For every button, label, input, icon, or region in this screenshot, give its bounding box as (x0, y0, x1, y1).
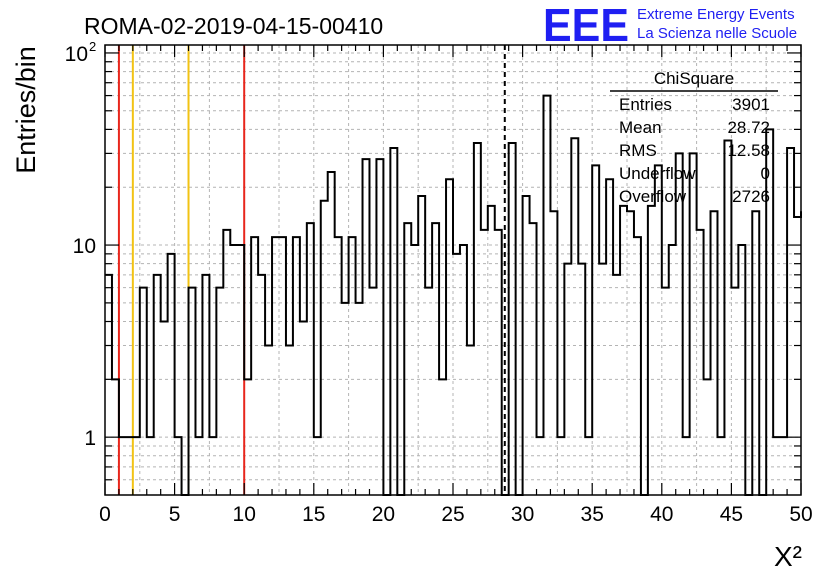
stats-label-entries: Entries (619, 95, 672, 114)
x-tick-label: 20 (372, 503, 395, 526)
stats-label-mean: Mean (619, 118, 662, 137)
x-tick-label: 5 (169, 503, 181, 526)
histogram-outline (105, 94, 802, 496)
x-tick-label: 25 (441, 503, 464, 526)
y-tick-label: 10 (65, 43, 88, 66)
logo-line1: Extreme Energy Events (637, 6, 795, 23)
y-tick-label-exponent: 2 (89, 39, 96, 54)
stats-label-rms: RMS (619, 141, 657, 160)
x-tick-label: 50 (789, 503, 812, 526)
logo-line2: La Scienza nelle Scuole (637, 25, 797, 42)
stats-value-underflow: 0 (761, 164, 770, 183)
x-tick-label: 10 (233, 503, 256, 526)
y-tick-label: 1 (84, 427, 96, 450)
eee-logo: EEE Extreme Energy Events La Scienza nel… (543, 0, 797, 51)
y-axis-label: Entries/bin (11, 46, 41, 174)
x-tick-label: 0 (99, 503, 111, 526)
stats-value-entries: 3901 (732, 95, 770, 114)
stats-value-mean: 28.72 (727, 118, 770, 137)
stats-value-rms: 12.58 (727, 141, 770, 160)
x-tick-label: 15 (302, 503, 325, 526)
stats-title: ChiSquare (654, 69, 734, 88)
stats-value-overflow: 2726 (732, 187, 770, 206)
x-tick-label: 35 (581, 503, 604, 526)
y-tick-label: 10 (73, 235, 96, 258)
stats-box: ChiSquare Entries 3901 Mean 28.72 RMS 12… (610, 69, 778, 206)
x-tick-label: 40 (650, 503, 673, 526)
chart-title: ROMA-02-2019-04-15-00410 (84, 13, 383, 39)
x-tick-label: 45 (720, 503, 743, 526)
x-tick-label: 30 (511, 503, 534, 526)
eee-logo-mark: EEE (543, 0, 629, 51)
stats-label-underflow: Underflow (619, 164, 696, 183)
x-axis-label: X² (774, 541, 802, 572)
stats-label-overflow: Overflow (619, 187, 687, 206)
